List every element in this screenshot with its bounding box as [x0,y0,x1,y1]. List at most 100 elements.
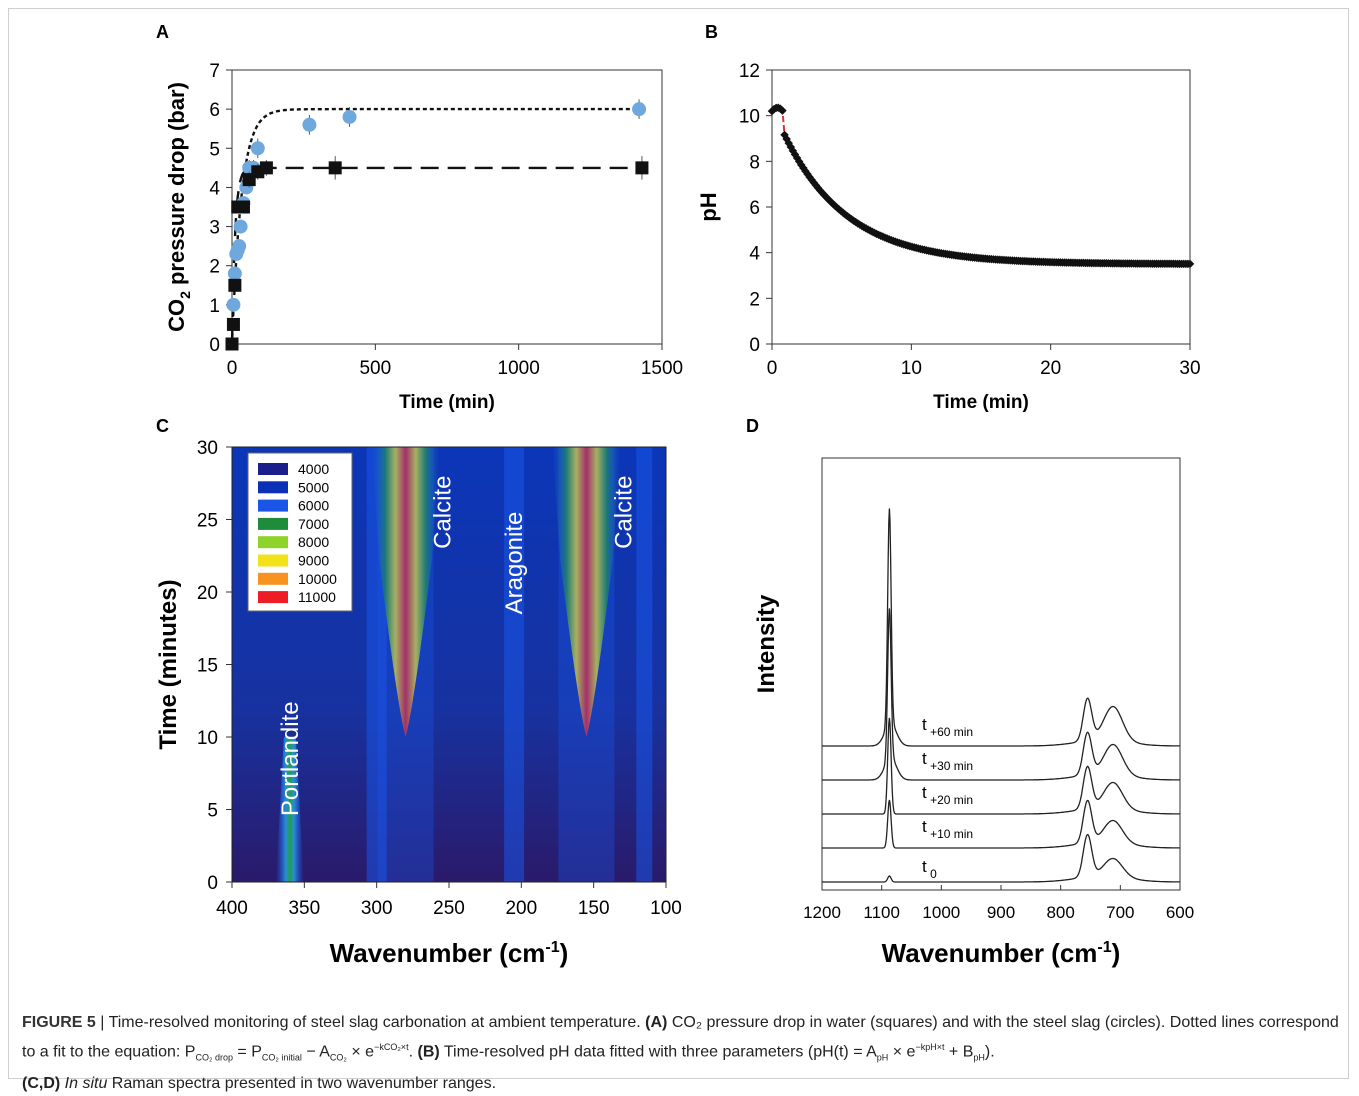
caption-b-sub1: pH [876,1052,889,1063]
x-tick-label: 150 [578,898,610,919]
annotation-portlandite: Portlandite [277,701,304,816]
series-label: t 0 [922,857,937,881]
legend-swatch [258,536,288,549]
y-tick-label: 2 [209,257,220,278]
x-tick-label: 30 [1179,358,1200,379]
x-tick-label: 250 [433,898,465,919]
caption-eq-mid3: × e [346,1043,375,1061]
y-tick-label: 5 [207,801,218,822]
annotation-aragonite: Aragonite [501,512,528,615]
caption-label: FIGURE 5 [22,1014,96,1031]
legend-label: 10000 [298,571,337,587]
y-tick-label: 0 [749,335,760,356]
fit-curve [771,106,1190,265]
series-label: t +30 min [922,749,973,773]
y-tick-label: 25 [197,511,218,532]
caption-b-tag: (B) [417,1043,440,1061]
x-tick-label: 800 [1046,903,1074,922]
caption-eq-end: . [408,1043,414,1061]
x-tick-label: 900 [987,903,1015,922]
panel-b-chart: B 0 2 4 6 8 10 12 0 10 20 30 Time (min) pH [696,22,1201,413]
legend-swatch [258,481,288,494]
caption-b-mid2: + B [944,1043,974,1061]
portlandite-band [275,737,304,882]
data-point-circle [233,219,248,234]
x-tick-label: 350 [288,898,320,919]
y-tick-label: 0 [209,335,220,356]
caption-b-mid1: × e [888,1043,916,1061]
y-tick-label: 0 [207,873,218,894]
y-tick-label: 6 [209,100,220,121]
fit-curve-dashed [230,166,645,345]
caption-eq-sub3: CO₂ [329,1052,347,1063]
caption-b-sub2: pH [973,1052,985,1063]
series-label: t +20 min [922,783,973,807]
spectrum-line [822,608,1180,781]
data-point-square [226,317,240,331]
legend-swatch [258,572,288,585]
y-axis-label: Time (minutes) [155,579,182,749]
panel-label-c: C [156,416,169,436]
figure-caption: FIGURE 5 | Time-resolved monitoring of s… [22,1014,1339,1092]
y-tick-label: 8 [749,152,760,173]
caption-cd-text: Raman spectra presented in two wavenumbe… [107,1074,497,1092]
data-point-circle [342,109,357,124]
panel-label-d: D [746,416,759,436]
x-axis-label: Time (min) [399,392,495,413]
data-point-square [228,278,242,292]
caption-b-text: Time-resolved pH data fitted with three … [443,1043,877,1061]
y-tick-label: 12 [739,61,760,82]
calcite-band-halo [377,447,434,882]
y-tick-label: 10 [197,728,218,749]
x-tick-label: 0 [767,358,778,379]
data-point-circle [632,102,647,117]
data-point-diamond [778,106,787,115]
y-tick-label: 3 [209,218,220,239]
data-point-square [225,337,239,351]
spectrum-line [822,799,1180,849]
legend-label: 4000 [298,461,329,477]
caption-cd-italic: In situ [64,1074,108,1092]
series-label: t +60 min [922,715,973,739]
figure-frame [8,8,1349,1079]
x-tick-label: 400 [216,898,248,919]
legend-label: 8000 [298,534,329,550]
legend-swatch [258,591,288,604]
caption-b-sup1: −kpH×t [915,1042,945,1052]
caption-eq-sub2: CO₂ initial [261,1052,302,1063]
data-point-circle [232,239,247,254]
series-label: t +10 min [922,817,973,841]
y-tick-label: 15 [197,656,218,677]
panel-a-chart: A 0 1 2 3 4 5 6 7 0 500 1000 1500 Time (min) CO2 press… [156,22,683,413]
panel-d-chart: D 1200 1100 1000 900 800 700 600 Wavenumber (cm-… [746,416,1194,968]
caption-cd-tag: (C,D) [22,1074,61,1092]
spectrum-line [822,833,1180,883]
y-tick-label: 1 [209,296,220,317]
x-tick-label: 600 [1166,903,1194,922]
data-point-circle [227,266,242,281]
y-tick-label: 5 [209,139,220,160]
y-axis-label: pH [696,192,721,221]
data-point-square [236,200,250,214]
calcite-band-halo [558,447,615,882]
x-tick-label: 300 [361,898,393,919]
caption-a-tag: (A) [645,1014,668,1031]
legend-label: 11000 [298,589,336,605]
annotation-calcite: Calcite [610,476,637,549]
x-tick-label: 1000 [498,358,540,379]
legend-label: 6000 [298,498,329,514]
y-tick-label: 30 [197,438,218,459]
y-tick-label: 20 [197,583,218,604]
data-point-circle [226,297,241,312]
caption-eq-mid2: − A [301,1043,330,1061]
calcite-band [552,447,621,737]
x-tick-label: 500 [359,358,391,379]
data-point-square [259,161,273,175]
data-point-square [635,161,649,175]
legend-swatch [258,463,288,475]
y-tick-label: 4 [749,244,760,265]
caption-lead: Time-resolved monitoring of steel slag c… [108,1014,641,1031]
spectrum-line [822,717,1180,815]
x-tick-label: 1200 [803,903,841,922]
y-tick-label: 2 [749,289,760,310]
